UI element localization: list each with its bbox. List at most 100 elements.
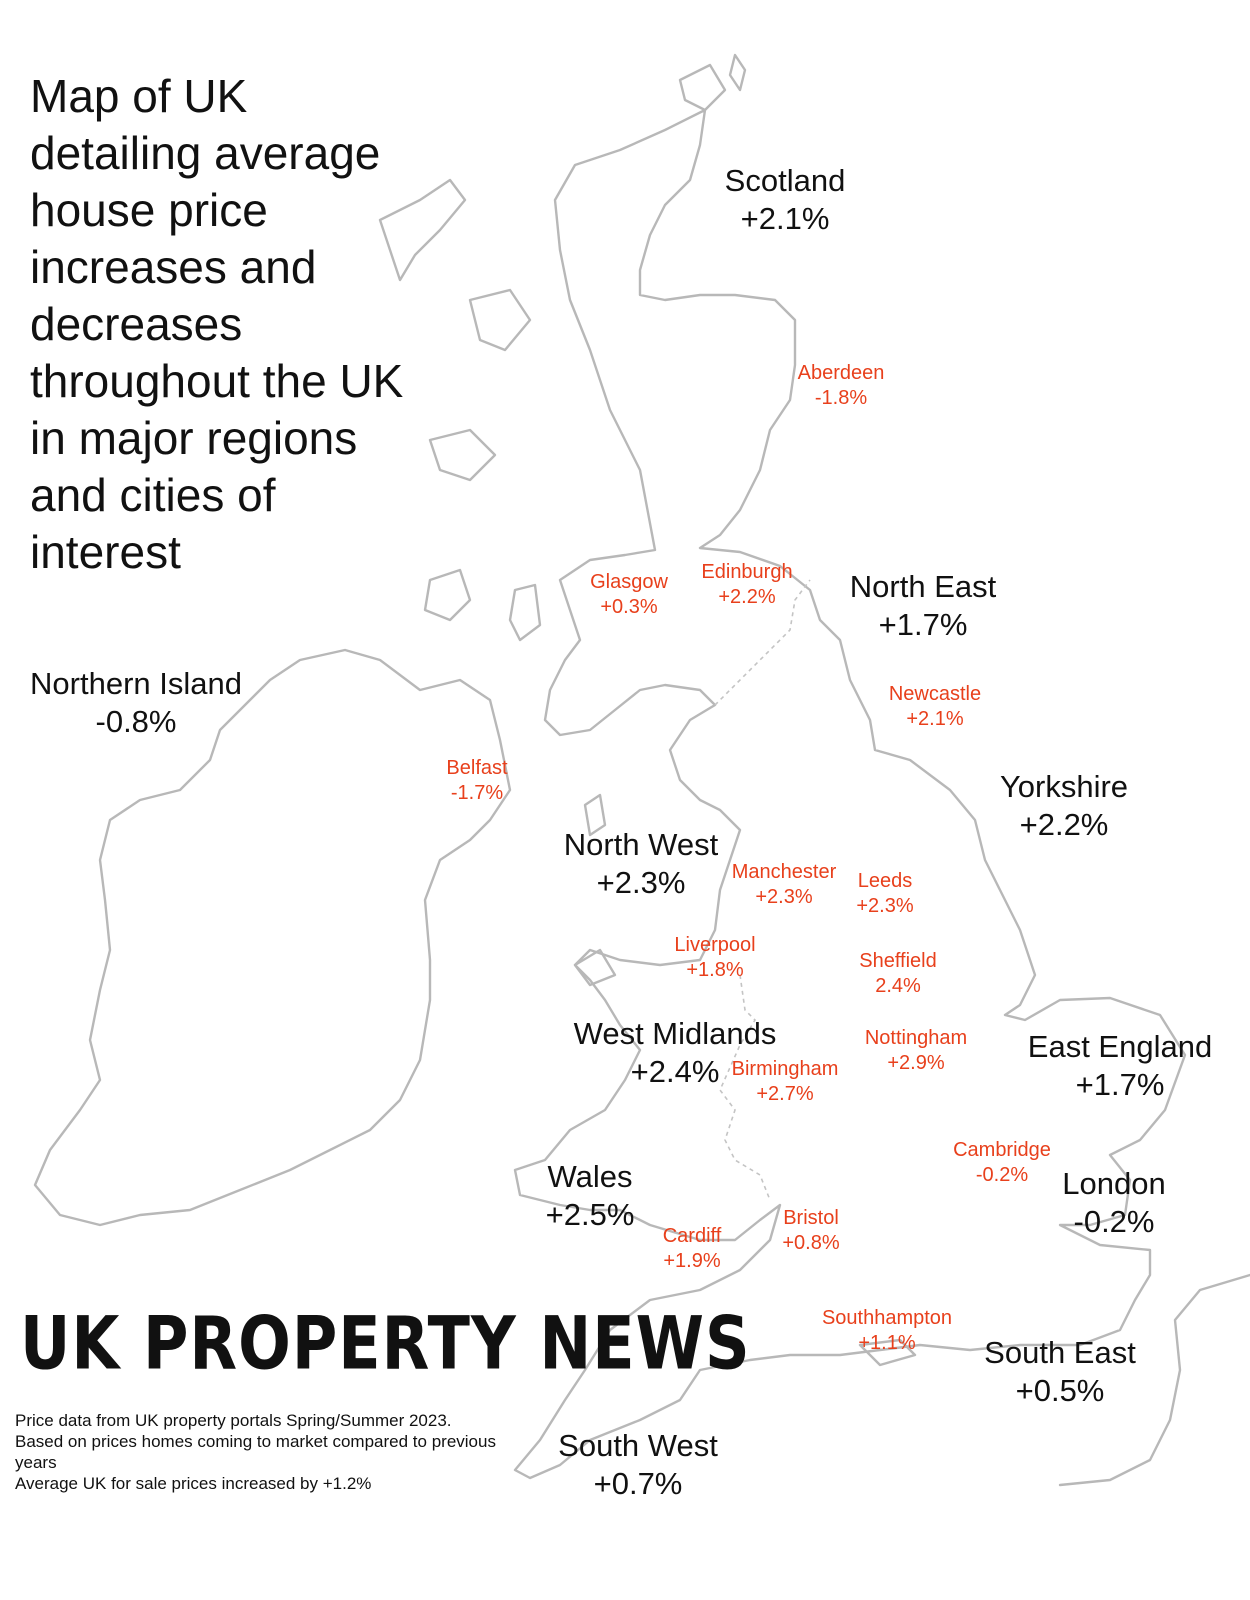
region-label-south-west: South West +0.7%	[558, 1427, 718, 1503]
city-name: Newcastle	[888, 683, 982, 705]
city-label-belfast: Belfast -1.7%	[446, 756, 507, 806]
isle-of-man-outline	[583, 793, 607, 837]
region-name: Northern Island	[30, 666, 242, 701]
footnote-line: Average UK for sale prices increased by …	[15, 1474, 372, 1493]
anglesey-outline	[573, 948, 617, 987]
region-change: +2.3%	[596, 865, 686, 900]
city-label-edinburgh: Edinburgh +2.2%	[701, 560, 792, 610]
city-change: +2.7%	[756, 1083, 814, 1105]
region-label-north-east: North East +1.7%	[850, 568, 996, 644]
city-name: Liverpool	[674, 934, 756, 956]
region-change: +0.5%	[1015, 1373, 1105, 1408]
orkney-outline	[678, 63, 727, 112]
footnote-line: Price data from UK property portals Spri…	[15, 1411, 452, 1430]
city-label-glasgow: Glasgow +0.3%	[590, 570, 668, 620]
city-change: +2.2%	[718, 586, 776, 608]
region-change: -0.8%	[95, 704, 177, 739]
arran-outline	[508, 583, 542, 642]
city-label-cambridge: Cambridge -0.2%	[953, 1138, 1051, 1188]
city-name: Manchester	[731, 861, 837, 883]
city-label-manchester: Manchester +2.3%	[732, 860, 837, 910]
shetland-outline	[728, 53, 747, 92]
region-name: South East	[984, 1335, 1136, 1370]
city-change: -1.7%	[450, 782, 504, 804]
region-label-north-west: North West +2.3%	[564, 826, 718, 902]
city-label-newcastle: Newcastle +2.1%	[889, 682, 981, 732]
city-name: Bristol	[783, 1207, 839, 1229]
region-label-south-east: South East +0.5%	[984, 1334, 1136, 1410]
region-name: West Midlands	[573, 1016, 777, 1051]
mull-outline	[428, 428, 497, 482]
scotland-england-border	[714, 579, 811, 706]
city-label-nottingham: Nottingham +2.9%	[865, 1026, 967, 1076]
region-change: +1.7%	[878, 607, 968, 642]
region-name: North West	[563, 827, 719, 862]
islay-outline	[423, 568, 472, 622]
region-name: East England	[1027, 1029, 1213, 1064]
city-name: Aberdeen	[797, 362, 885, 384]
city-name: Birmingham	[731, 1058, 839, 1080]
city-label-sheffield: Sheffield 2.4%	[859, 949, 936, 999]
region-change: +2.2%	[1019, 807, 1109, 842]
region-change: +2.4%	[630, 1054, 720, 1089]
city-name: Cardiff	[662, 1225, 722, 1247]
region-label-scotland: Scotland +2.1%	[725, 162, 846, 238]
region-name: London	[1062, 1166, 1166, 1201]
region-change: +2.1%	[740, 201, 830, 236]
region-name: Yorkshire	[999, 769, 1129, 804]
great-britain-outline	[513, 108, 1187, 1480]
region-label-west-midlands: West Midlands +2.4%	[574, 1015, 777, 1091]
city-name: Cambridge	[953, 1139, 1051, 1161]
city-name: Glasgow	[590, 571, 668, 593]
city-name: Leeds	[857, 870, 913, 892]
page-title: Map of UK detailing average house price …	[30, 70, 404, 578]
city-change: -0.2%	[975, 1164, 1029, 1186]
city-change: -1.8%	[814, 387, 868, 409]
city-name: Edinburgh	[701, 561, 793, 583]
skye-outline	[468, 288, 532, 352]
city-change: +0.8%	[782, 1232, 840, 1254]
city-label-liverpool: Liverpool +1.8%	[674, 933, 755, 983]
region-label-london: London -0.2%	[1062, 1165, 1165, 1241]
city-name: Southhampton	[821, 1307, 953, 1329]
city-change: 2.4%	[875, 975, 921, 997]
region-label-east-england: East England +1.7%	[1028, 1028, 1212, 1104]
region-change: -0.2%	[1073, 1204, 1155, 1239]
region-change: +1.7%	[1075, 1067, 1165, 1102]
city-label-cardiff: Cardiff +1.9%	[663, 1224, 722, 1274]
city-label-leeds: Leeds +2.3%	[856, 869, 913, 919]
region-name: South West	[558, 1428, 718, 1463]
brand-logo-text: UK PROPERTY NEWS	[20, 1300, 751, 1387]
region-change: +0.7%	[593, 1466, 683, 1501]
city-name: Nottingham	[864, 1027, 968, 1049]
region-change: +2.5%	[545, 1197, 635, 1232]
region-label-yorkshire: Yorkshire +2.2%	[1000, 768, 1128, 844]
footnote-line: Based on prices homes coming to market c…	[15, 1432, 496, 1472]
city-change: +1.1%	[858, 1332, 916, 1354]
city-change: +0.3%	[600, 596, 658, 618]
region-label-wales: Wales +2.5%	[546, 1158, 635, 1234]
isle-of-wight-outline	[858, 1338, 917, 1367]
city-change: +1.9%	[663, 1250, 721, 1272]
region-name: North East	[849, 569, 997, 604]
region-name: Wales	[547, 1159, 633, 1194]
city-label-bristol: Bristol +0.8%	[782, 1206, 839, 1256]
wales-england-border	[719, 974, 771, 1201]
city-label-birmingham: Birmingham +2.7%	[732, 1057, 839, 1107]
city-label-southhampton: Southhampton +1.1%	[822, 1306, 952, 1356]
city-change: +2.3%	[755, 886, 813, 908]
city-change: +1.8%	[686, 959, 744, 981]
city-label-aberdeen: Aberdeen -1.8%	[798, 361, 885, 411]
region-label-northern-ireland: Northern Island -0.8%	[30, 665, 242, 741]
footnote: Price data from UK property portals Spri…	[15, 1410, 515, 1494]
city-name: Belfast	[446, 757, 508, 779]
ireland-outline	[33, 648, 512, 1227]
hebrides-outline	[378, 178, 467, 282]
city-name: Sheffield	[859, 950, 937, 972]
city-change: +2.3%	[856, 895, 914, 917]
city-change: +2.1%	[906, 708, 964, 730]
region-name: Scotland	[724, 163, 846, 198]
europe-coast-outline	[1058, 1273, 1250, 1487]
city-change: +2.9%	[887, 1052, 945, 1074]
